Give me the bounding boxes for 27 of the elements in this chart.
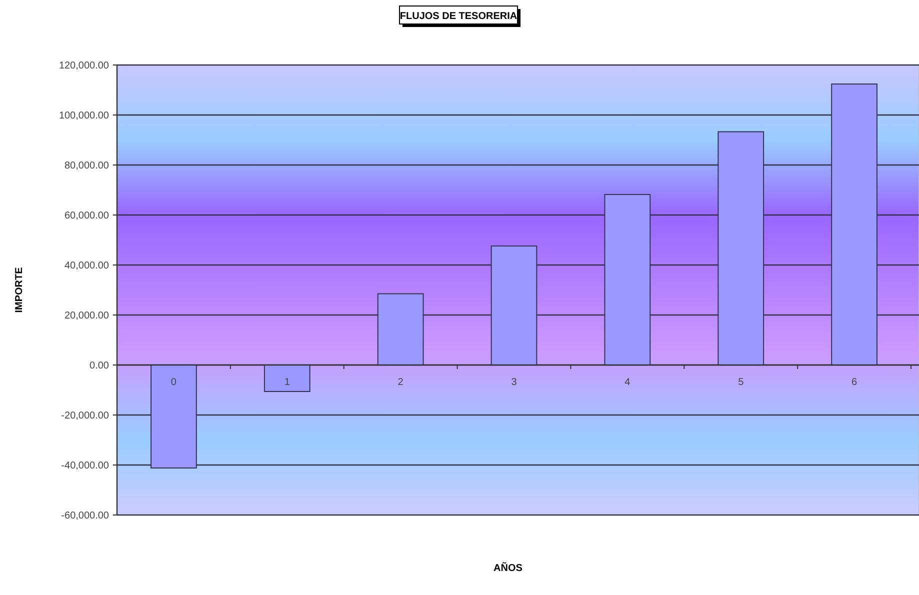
- chart-title: FLUJOS DE TESORERIA: [400, 11, 518, 22]
- y-tick-label: -20,000.00: [61, 410, 110, 422]
- y-tick-label: 40,000.00: [64, 260, 110, 272]
- y-axis-title: IMPORTE: [14, 266, 25, 313]
- bar: [718, 131, 764, 366]
- y-tick-label: -40,000.00: [61, 460, 110, 472]
- y-tick-label: 120,000.00: [58, 60, 110, 72]
- x-tick-label: 5: [738, 377, 744, 388]
- y-tick-label: 20,000.00: [64, 310, 110, 322]
- x-tick-label: 1: [284, 377, 290, 388]
- bar: [604, 194, 651, 366]
- x-tick-label: 0: [170, 377, 177, 388]
- x-axis-title: AÑOS: [494, 562, 523, 574]
- y-tick-label: 80,000.00: [64, 160, 110, 172]
- bar: [377, 293, 424, 366]
- bar: [264, 364, 310, 392]
- y-tick-label: -60,000.00: [61, 510, 110, 522]
- bar: [831, 84, 878, 366]
- y-tick-label: 100,000.00: [58, 110, 110, 122]
- y-tick-label: 60,000.00: [64, 210, 110, 222]
- y-tick-label: 0.00: [90, 360, 110, 372]
- x-tick-label: 3: [511, 377, 518, 388]
- x-tick-label: 4: [624, 377, 631, 388]
- bar: [490, 246, 538, 366]
- bar: [150, 364, 197, 468]
- x-tick-label: 6: [852, 377, 858, 388]
- x-tick-label: 2: [398, 377, 404, 388]
